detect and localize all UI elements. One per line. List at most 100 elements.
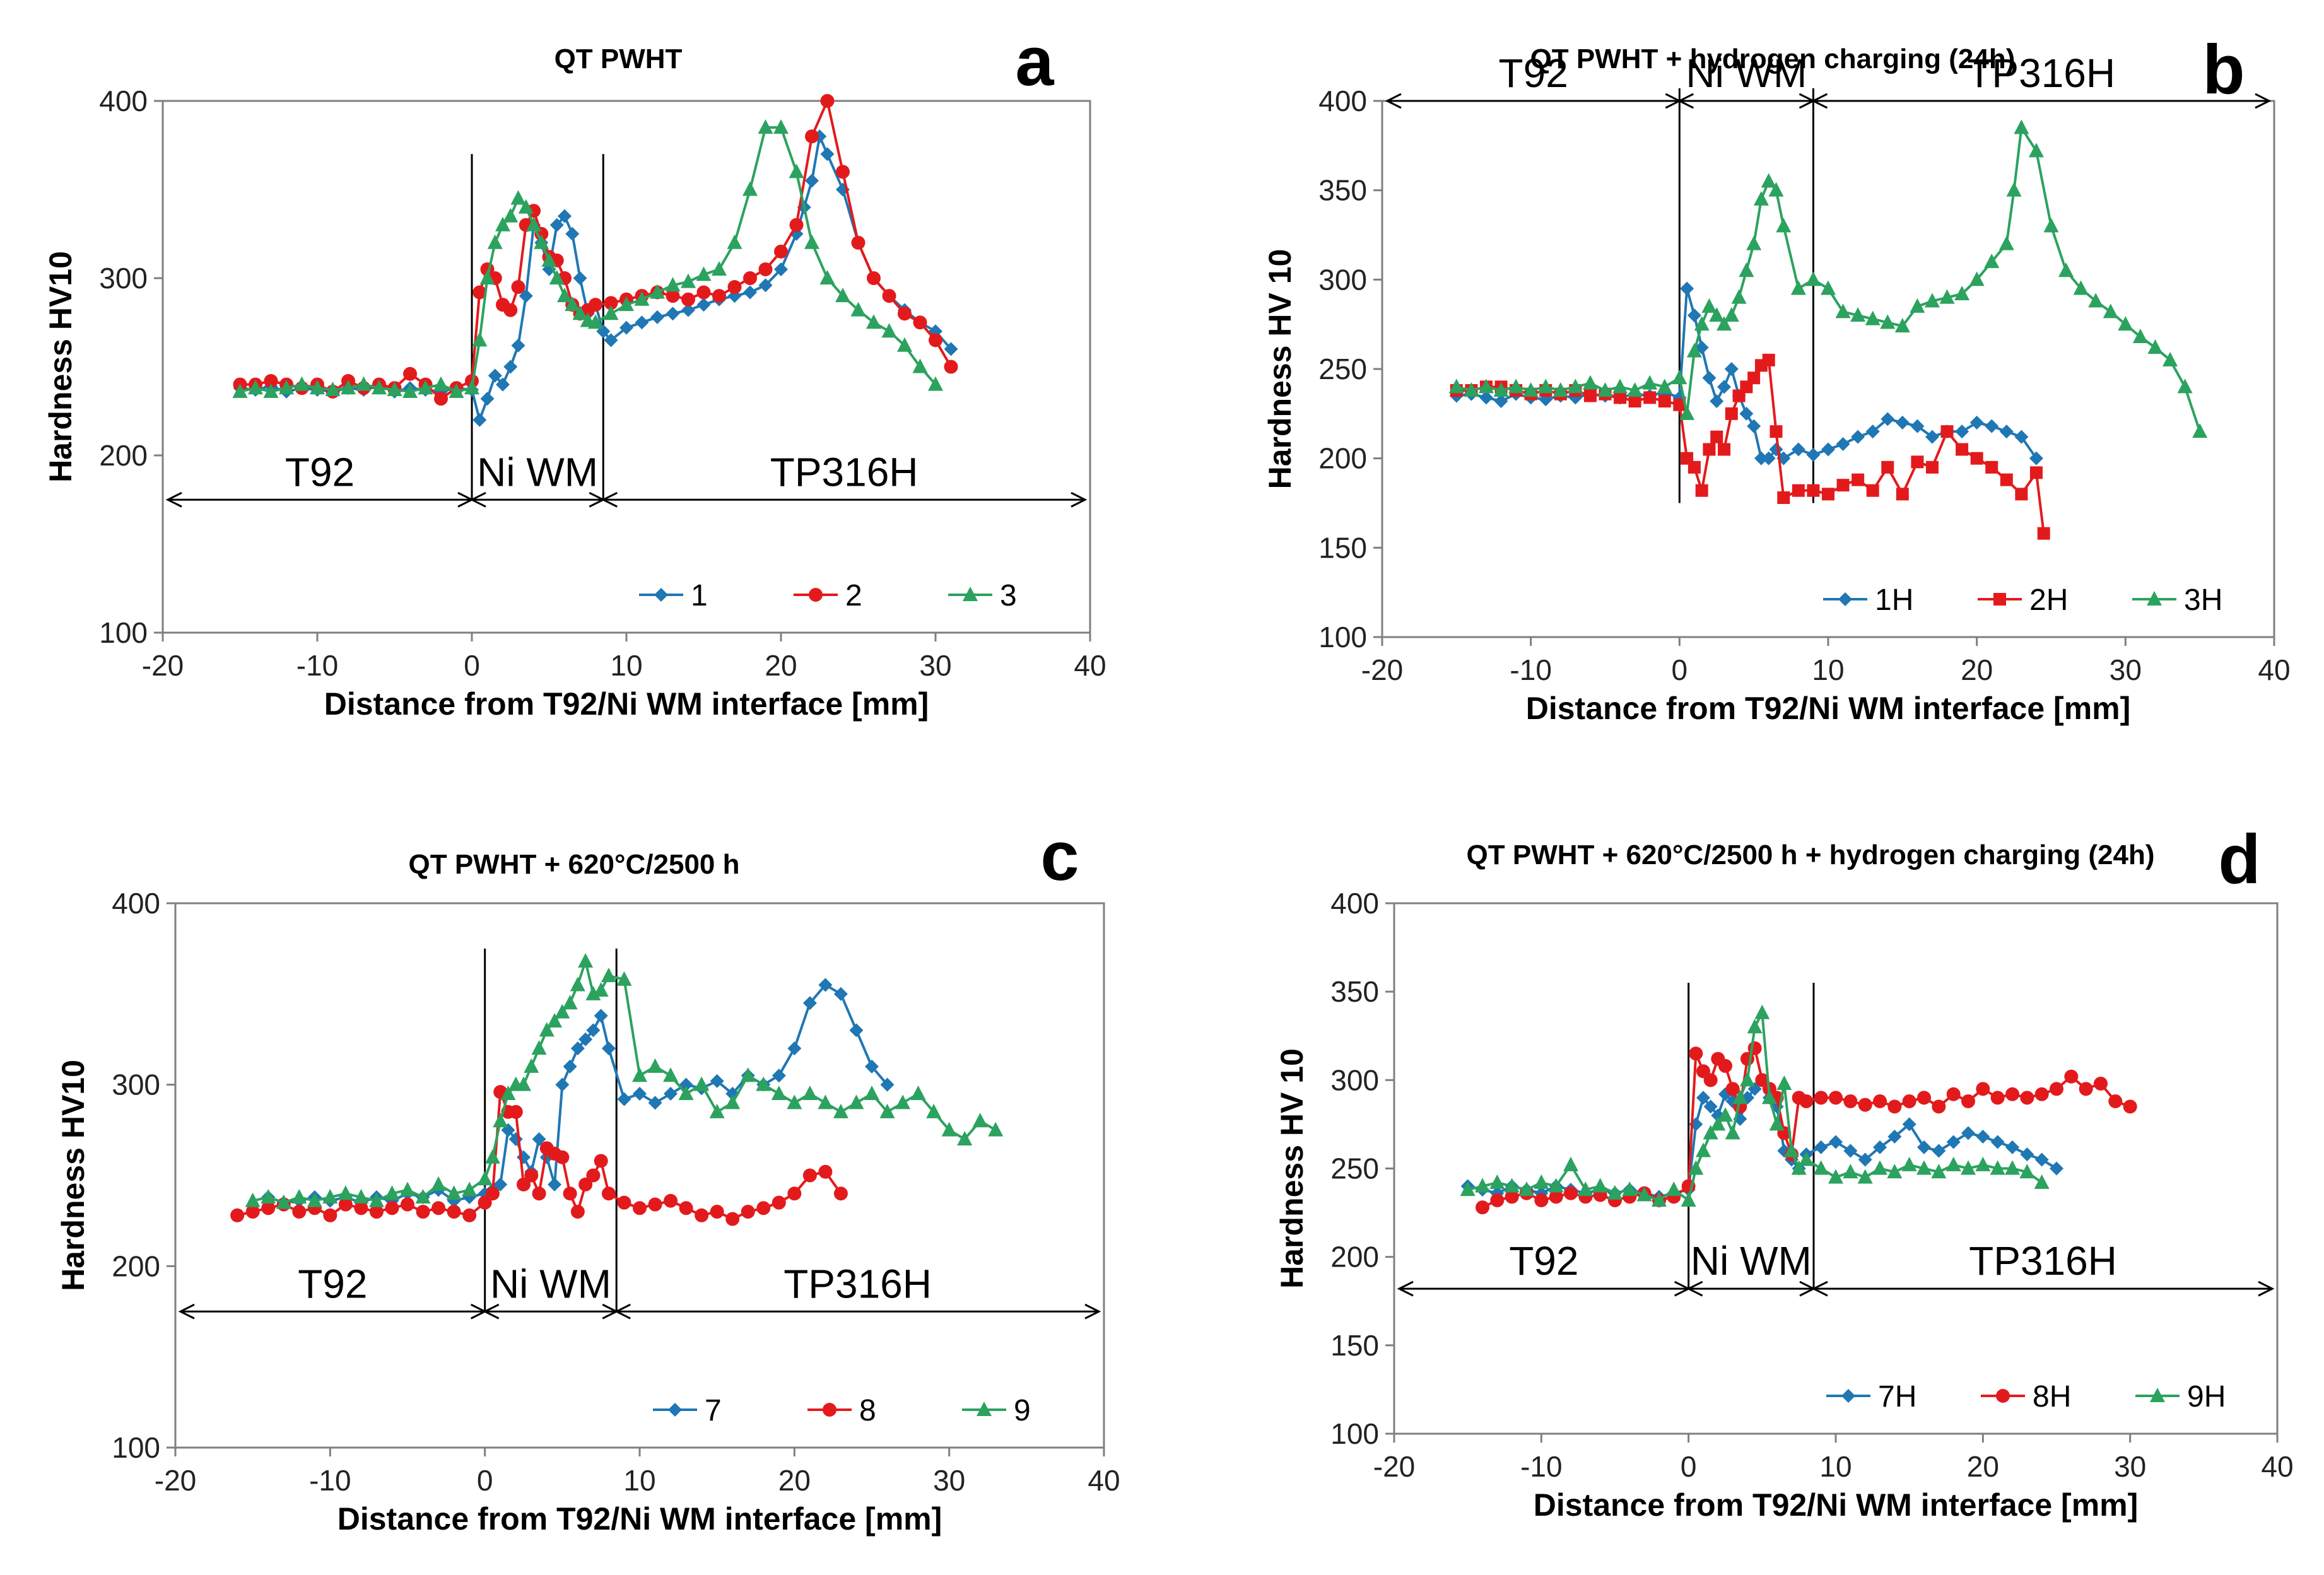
chart-panel-d: -20 -10 0 10 20 30 40 100 150 200 250 300 350 400 Dist… [1274, 821, 2294, 1523]
data-point [756, 1201, 771, 1215]
data-point [495, 216, 510, 231]
data-point [322, 1189, 338, 1204]
data-point [727, 280, 742, 295]
data-point [773, 119, 789, 134]
series-line [267, 983, 889, 1204]
data-point [261, 1201, 276, 1215]
data-point [1985, 460, 1998, 474]
data-point [1932, 1144, 1946, 1158]
data-point [666, 307, 680, 321]
zone-label: T92 [1499, 50, 1568, 96]
data-point [385, 1201, 399, 1215]
data-point [972, 1113, 988, 1128]
data-point [2132, 329, 2148, 343]
data-point [1887, 1164, 1903, 1179]
data-point [1746, 235, 1762, 250]
data-point [1747, 372, 1761, 385]
data-point [758, 119, 773, 134]
zone-arrow-head [2255, 93, 2272, 109]
data-point [232, 383, 248, 398]
data-point [1657, 378, 1672, 394]
data-point [1821, 280, 1836, 295]
data-point [1703, 443, 1716, 456]
zone-label: TP316H [1967, 50, 2115, 96]
data-point [1476, 1200, 1489, 1215]
series-line [240, 126, 937, 393]
x-tick-label: -10 [1510, 653, 1551, 686]
data-point [563, 1059, 577, 1074]
x-tick-label: 40 [1074, 649, 1106, 682]
data-point [1689, 1046, 1703, 1061]
x-tick-label: 40 [2261, 1450, 2293, 1483]
y-tick-label: 200 [99, 439, 148, 472]
data-point [709, 1103, 725, 1118]
data-point [664, 1087, 678, 1101]
chart-panel-c: -20 -10 0 10 20 30 40 100 200 300 400 Distance from… [56, 817, 1120, 1537]
data-point [2050, 1161, 2063, 1176]
data-point [818, 1094, 833, 1110]
data-point [2005, 1140, 2019, 1154]
data-point [772, 1195, 786, 1210]
data-point [532, 1186, 546, 1201]
data-point [696, 298, 711, 312]
series-7 [261, 978, 895, 1210]
data-point [1673, 398, 1686, 411]
x-tick-label: 0 [464, 649, 480, 682]
data-point [1679, 405, 1695, 420]
data-point [2028, 143, 2044, 158]
data-point [819, 270, 835, 284]
data-point [712, 261, 727, 276]
x-axis-label: Distance from T92/Ni WM interface [mm] [1526, 691, 2131, 726]
legend-entry: 2H [1978, 583, 2068, 617]
data-point [2108, 1094, 2123, 1108]
data-point [1932, 1099, 1946, 1114]
data-point [1740, 1072, 1755, 1087]
data-point [944, 360, 958, 374]
data-point [524, 1168, 539, 1183]
data-point [462, 1181, 478, 1197]
data-point [2103, 303, 2118, 319]
data-point [1777, 491, 1790, 504]
chart-title: QT PWHT + 620°C/2500 h + hydrogen chargi… [1467, 840, 2155, 870]
data-point [663, 1067, 679, 1082]
data-point [400, 1181, 415, 1197]
y-tick-label: 350 [1318, 174, 1367, 207]
legend-entry: 3H [2132, 583, 2222, 617]
data-point [865, 1059, 879, 1074]
data-point [1687, 460, 1701, 474]
data-point [648, 1096, 662, 1110]
data-point [1564, 1186, 1578, 1200]
data-point [549, 270, 565, 284]
data-point [1747, 1019, 1763, 1034]
data-point [988, 1121, 1004, 1137]
data-point [1990, 1135, 2005, 1149]
data-point [563, 1186, 577, 1201]
data-point [1696, 1142, 1711, 1157]
data-point [1887, 1130, 1902, 1144]
chart-title: QT PWHT + hydrogen charging (24h) [1530, 44, 2016, 74]
data-point [2000, 473, 2013, 486]
data-point [880, 1077, 895, 1092]
data-point [500, 1086, 516, 1101]
chart-panel-b: -20 -10 0 10 20 30 40 100 150 200 250 300 350 400 Dist… [1262, 31, 2291, 726]
data-point [1695, 484, 1708, 497]
data-point [866, 314, 881, 329]
data-point [307, 1192, 322, 1207]
zone-arrow-head [1397, 1280, 1414, 1297]
data-point [1881, 460, 1894, 474]
zone-arrow-head [1385, 93, 1402, 109]
data-point [1627, 382, 1643, 397]
data-point [898, 307, 912, 321]
data-point [1852, 473, 1865, 486]
data-point [616, 971, 632, 986]
data-point [1753, 190, 1769, 206]
data-point [1717, 316, 1732, 331]
data-point [1976, 1082, 1990, 1096]
y-tick-label: 400 [112, 887, 160, 920]
data-point [1725, 407, 1738, 420]
data-point [804, 234, 819, 249]
data-point [679, 1201, 693, 1215]
data-point [1961, 1160, 1976, 1175]
data-point [2020, 1147, 2034, 1162]
y-tick-label: 300 [1330, 1063, 1379, 1096]
